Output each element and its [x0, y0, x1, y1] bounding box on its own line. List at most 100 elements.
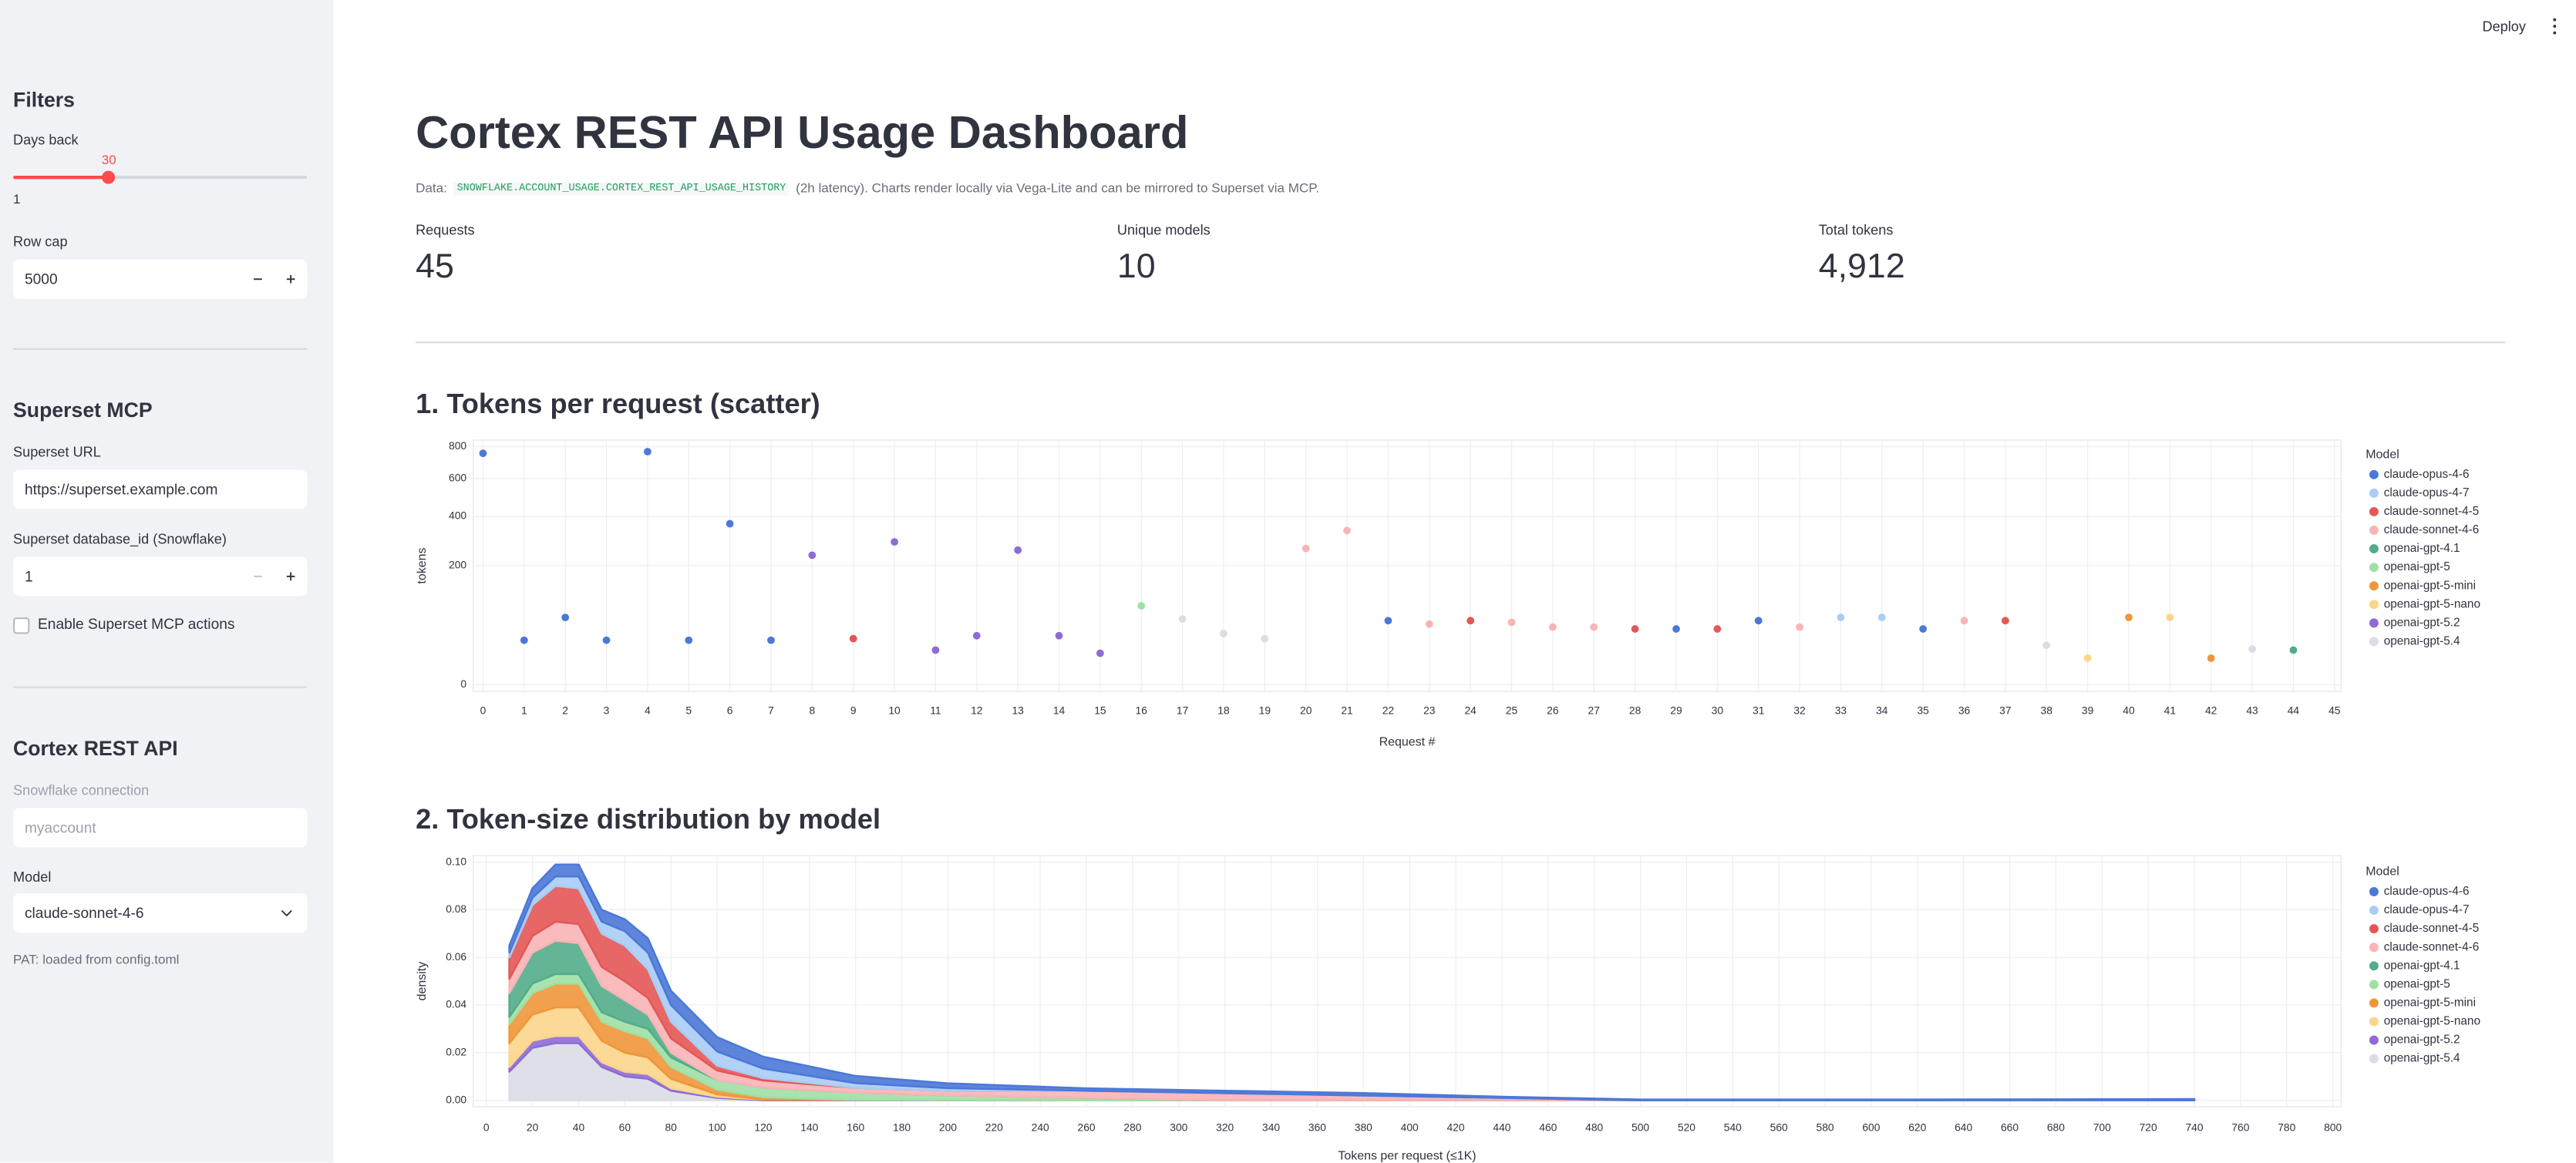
point	[726, 519, 734, 528]
slider-value: 30	[101, 153, 116, 168]
x-tick-label: 5	[685, 704, 692, 716]
legend-label: openai-gpt-5	[2384, 977, 2450, 990]
legend-swatch	[2369, 600, 2379, 610]
point	[1055, 631, 1063, 640]
legend-swatch	[2369, 998, 2379, 1008]
x-tick-label: 4	[645, 704, 651, 716]
x-tick-label: 2	[562, 704, 568, 716]
y-tick-label: 0.10	[446, 855, 466, 867]
x-tick-label: 200	[939, 1121, 957, 1133]
point	[643, 448, 652, 455]
x-tick-label: 31	[1753, 704, 1765, 716]
legend-swatch	[2369, 506, 2379, 516]
legend-label: openai-gpt-5-mini	[2384, 579, 2476, 592]
x-tick-label: 180	[893, 1121, 911, 1133]
select-value: claude-sonnet-4-6	[24, 905, 144, 922]
input-value: 1	[24, 568, 33, 585]
page-title: Cortex REST API Usage Dashboard	[416, 106, 1189, 158]
section-title: Superset MCP	[13, 398, 153, 422]
checkbox-label[interactable]: Enable Superset MCP actions	[38, 614, 235, 632]
metric-value: 10	[1116, 247, 1156, 286]
menu-dot[interactable]	[2553, 25, 2557, 29]
legend-label: claude-opus-4-6	[2384, 468, 2470, 481]
select[interactable]	[13, 893, 308, 933]
point	[520, 636, 528, 644]
point	[972, 631, 981, 640]
chart-title: 1. Tokens per request (scatter)	[416, 388, 820, 419]
legend-swatch	[2369, 469, 2379, 479]
x-tick-label: 60	[619, 1121, 631, 1133]
input-value: https://superset.example.com	[24, 481, 218, 498]
x-tick-label: 720	[2140, 1121, 2157, 1133]
point	[1754, 617, 1763, 625]
legend-label: claude-sonnet-4-6	[2384, 523, 2480, 536]
x-tick-label: 560	[1770, 1121, 1788, 1133]
legend-label: openai-gpt-5.2	[2384, 616, 2460, 629]
x-tick-label: 0	[483, 1121, 490, 1133]
x-tick-label: 37	[1999, 704, 2011, 716]
deploy-button[interactable]: Deploy	[2482, 18, 2526, 35]
x-tick-label: 660	[2001, 1121, 2019, 1133]
x-tick-label: 34	[1876, 704, 1888, 716]
legend-label: openai-gpt-5.4	[2384, 635, 2460, 648]
input-placeholder: myaccount	[24, 819, 96, 836]
x-tick-label: 13	[1012, 704, 1024, 716]
x-tick-label: 400	[1401, 1121, 1419, 1133]
x-tick-label: 160	[847, 1121, 864, 1133]
metric-value: 4,912	[1818, 247, 1905, 286]
x-tick-label: 10	[888, 704, 901, 716]
y-tick-label: 200	[449, 559, 466, 571]
x-tick-label: 420	[1447, 1121, 1465, 1133]
text-input[interactable]	[13, 808, 308, 848]
y-tick-label: 0.08	[446, 903, 466, 915]
y-tick-label: 0	[460, 677, 466, 690]
menu-dot[interactable]	[2553, 18, 2557, 22]
field-label: Model	[13, 869, 52, 886]
caption-code: SNOWFLAKE.ACCOUNT_USAGE.CORTEX_REST_API_…	[453, 182, 790, 197]
x-tick-label: 220	[985, 1121, 1003, 1133]
field-label: Superset URL	[13, 443, 101, 460]
section-title: Filters	[13, 89, 75, 112]
x-tick-label: 6	[727, 704, 733, 716]
chevron-icon[interactable]	[281, 909, 292, 917]
legend-title: Model	[2366, 866, 2399, 879]
metric-label: Unique models	[1116, 221, 1211, 238]
point	[2125, 613, 2133, 622]
x-tick-label: 1	[521, 704, 527, 716]
section-title: Cortex REST API	[13, 737, 178, 761]
x-tick-label: 14	[1053, 704, 1066, 716]
menu-icon[interactable]	[2553, 18, 2557, 35]
divider	[416, 341, 2506, 344]
legend-label: claude-opus-4-6	[2384, 885, 2470, 898]
slider-fill	[13, 175, 109, 180]
legend-label: claude-opus-4-7	[2384, 486, 2470, 499]
menu-dot[interactable]	[2553, 31, 2557, 35]
point	[1837, 613, 1845, 622]
y-tick-label: 0.04	[446, 998, 466, 1010]
checkbox[interactable]	[13, 617, 30, 634]
x-tick-label: 38	[2041, 704, 2053, 716]
x-tick-label: 260	[1078, 1121, 1096, 1133]
y-axis-title: tokens	[416, 548, 429, 584]
point	[1672, 625, 1680, 633]
x-tick-label: 26	[1547, 704, 1559, 716]
legend-label: claude-sonnet-4-6	[2384, 940, 2480, 953]
caption: Data: SNOWFLAKE.ACCOUNT_USAGE.CORTEX_RES…	[416, 182, 1319, 197]
x-tick-label: 33	[1835, 704, 1847, 716]
legend-label: openai-gpt-5.4	[2384, 1052, 2460, 1065]
point	[1178, 615, 1187, 624]
x-tick-label: 15	[1094, 704, 1106, 716]
legend-swatch	[2369, 488, 2379, 498]
legend-swatch	[2369, 637, 2379, 647]
slider-thumb[interactable]	[102, 170, 116, 184]
point	[2289, 646, 2298, 654]
x-tick-label: 80	[665, 1121, 677, 1133]
legend-swatch	[2369, 526, 2379, 535]
legend-label: claude-opus-4-7	[2384, 903, 2470, 916]
point	[1384, 617, 1392, 625]
text-input[interactable]	[13, 469, 308, 509]
slider-track[interactable]	[13, 175, 308, 180]
legend-label: claude-sonnet-4-5	[2384, 922, 2480, 935]
